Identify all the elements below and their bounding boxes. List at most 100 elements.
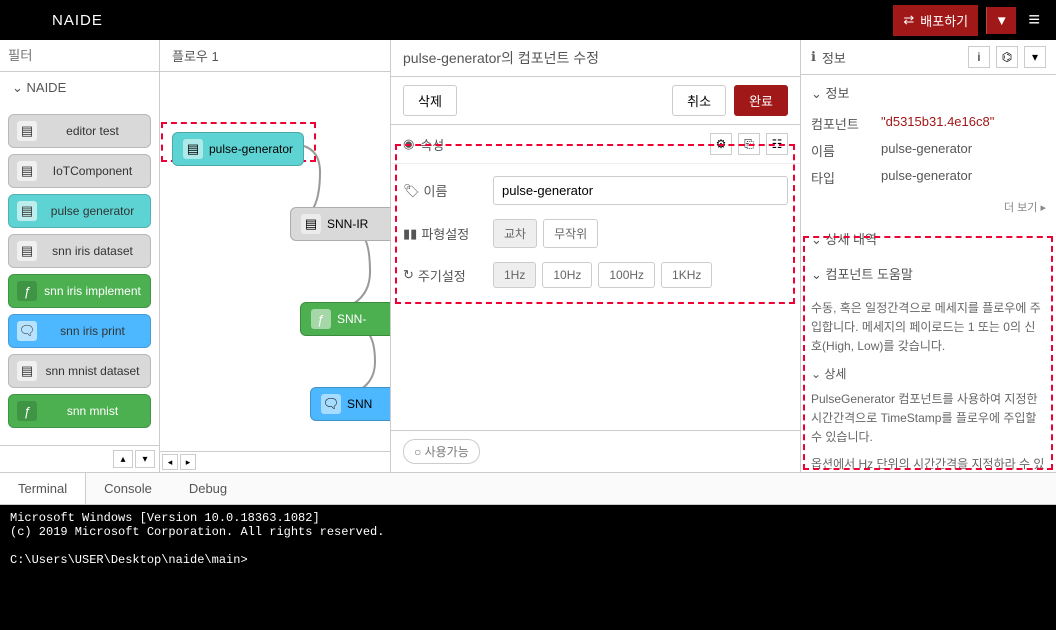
editor-section-header: ◉ 속성 ⚙ ⎘ ☷ [391, 125, 800, 164]
fx-icon: ƒ [17, 401, 37, 421]
info-header: ℹ 정보 i ⌬ ▾ [801, 40, 1056, 75]
help-p1: 수동, 혹은 일정간격으로 메세지를 플로우에 주입합니다. 메세지의 페이로드… [811, 299, 1046, 357]
info-section-info[interactable]: 정보 [801, 75, 1056, 110]
deploy-dropdown[interactable]: ▼ [986, 7, 1016, 34]
palette-node[interactable]: ƒsnn iris implement [8, 274, 151, 308]
info-key: 타입 [811, 168, 881, 187]
canvas-tab[interactable]: 플로우 1 [160, 40, 390, 72]
node-label: snn iris implement [43, 284, 142, 298]
doc-icon: ▤ [301, 214, 321, 234]
palette-node[interactable]: ▤ IoTComponent [8, 154, 151, 188]
doc-icon: ▤ [17, 201, 37, 221]
info-key: 이름 [811, 141, 881, 160]
terminal-tab[interactable]: Debug [171, 473, 246, 504]
filter-box [0, 40, 159, 72]
info-section-help[interactable]: 컴포넌트 도움말 [801, 256, 1056, 291]
palette-category[interactable]: NAIDE [0, 72, 159, 104]
terminal-tab[interactable]: Console [86, 473, 171, 504]
gear-icon[interactable]: ⚙ [710, 133, 732, 155]
node-label: editor test [43, 124, 142, 138]
topbar: NAIDE ⇄ 배포하기 ▼ ≡ [0, 0, 1056, 40]
wave-row: ▮▮파형설정 교차무작위 [403, 219, 788, 248]
bullseye-icon: ◉ [403, 136, 414, 152]
info-chevron-button[interactable]: ▾ [1024, 46, 1046, 68]
flow-canvas: 플로우 1 ▤pulse-generator▤SNN-IRƒSNN-🗨SNN ◂… [160, 40, 391, 472]
help-subtitle: ⌄ 상세 [811, 365, 1046, 384]
info-table: 컴포넌트"d5315b31.4e16c8"이름pulse-generator타입… [801, 110, 1056, 199]
node-label: snn iris dataset [43, 244, 142, 258]
freq-option-button[interactable]: 10Hz [542, 262, 592, 288]
palette-up-button[interactable]: ▴ [113, 450, 133, 468]
deploy-button[interactable]: ⇄ 배포하기 [893, 5, 978, 36]
freq-option-button[interactable]: 1Hz [493, 262, 536, 288]
name-label: 🏷이름 [403, 181, 483, 200]
canvas-nav-left[interactable]: ◂ [162, 454, 178, 470]
editor-title: pulse-generator의 컴포넌트 수정 [391, 40, 800, 77]
palette-node[interactable]: ▤ pulse generator [8, 194, 151, 228]
doc-icon: ▤ [17, 161, 37, 181]
freq-option-button[interactable]: 100Hz [598, 262, 655, 288]
info-val: pulse-generator [881, 141, 1046, 160]
palette-node[interactable]: ƒ snn mnist [8, 394, 151, 428]
main-area: NAIDE ▤editor test▤IoTComponent▤pulse ge… [0, 40, 1056, 472]
palette-node[interactable]: 🗨snn iris print [8, 314, 151, 348]
palette-footer: ▴ ▾ [0, 445, 159, 472]
info-row: 이름pulse-generator [811, 137, 1046, 164]
info-i-button[interactable]: i [968, 46, 990, 68]
info-row: 타입pulse-generator [811, 164, 1046, 191]
tag-icon: 🏷 [403, 183, 420, 199]
freq-option-button[interactable]: 1KHz [661, 262, 712, 288]
info-bug-button[interactable]: ⌬ [996, 46, 1018, 68]
node-label: pulse generator [43, 204, 142, 218]
info-section-detail[interactable]: 상세 내역 [801, 221, 1056, 256]
help-body: 수동, 혹은 일정간격으로 메세지를 플로우에 주입합니다. 메세지의 페이로드… [801, 291, 1056, 472]
wave-option-button[interactable]: 교차 [493, 219, 537, 248]
node-label: snn mnist [43, 404, 142, 418]
delete-button[interactable]: 삭제 [403, 85, 457, 116]
canvas-workspace[interactable]: ▤pulse-generator▤SNN-IRƒSNN-🗨SNN [160, 72, 390, 451]
node-label: IoTComponent [43, 164, 142, 178]
palette-node[interactable]: ▤editor test [8, 114, 151, 148]
name-input[interactable] [493, 176, 788, 205]
palette-node[interactable]: ▤snn iris dataset [8, 234, 151, 268]
canvas-nav-right[interactable]: ▸ [180, 454, 196, 470]
bars-icon: ▮▮ [403, 226, 417, 242]
palette-sidebar: NAIDE ▤editor test ▤ IoTComponent ▤ pulse ge… [0, 40, 160, 472]
palette-down-button[interactable]: ▾ [135, 450, 155, 468]
flow-node-label: pulse-generator [209, 142, 293, 156]
refresh-icon: ↻ [403, 267, 414, 283]
editor-footer: ○ 사용가능 [391, 430, 800, 472]
canvas-footer: ◂ ▸ [160, 451, 390, 472]
flow-node[interactable]: ▤SNN-IR [290, 207, 390, 241]
help-p3: 옵션에서 Hz 단위의 시간간격을 지정하라 수 있습니다. [811, 455, 1046, 472]
wave-option-button[interactable]: 무작위 [543, 219, 598, 248]
terminal-body[interactable]: Microsoft Windows [Version 10.0.18363.10… [0, 505, 1056, 630]
terminal-tab[interactable]: Terminal [0, 473, 86, 504]
deploy-icon: ⇄ [903, 12, 914, 28]
wave-label: ▮▮파형설정 [403, 224, 483, 243]
topbar-actions: ⇄ 배포하기 ▼ ≡ [893, 5, 1044, 36]
palette-node[interactable]: ▤snn mnist dataset [8, 354, 151, 388]
info-row: 컴포넌트"d5315b31.4e16c8" [811, 110, 1046, 137]
editor-panel: pulse-generator의 컴포넌트 수정 삭제 취소 완료 ◉ 속성 ⚙… [391, 40, 801, 472]
node-label: snn mnist dataset [43, 364, 142, 378]
flow-node[interactable]: ▤pulse-generator [172, 132, 304, 166]
section-title: 속성 [420, 135, 444, 154]
cancel-button[interactable]: 취소 [672, 85, 726, 116]
info-val: pulse-generator [881, 168, 1046, 187]
terminal-tabs: TerminalConsoleDebug [0, 473, 1056, 505]
filter-input[interactable] [4, 44, 155, 67]
hamburger-icon[interactable]: ≡ [1024, 9, 1044, 32]
doc-icon[interactable]: ⎘ [738, 133, 760, 155]
freq-button-group: 1Hz10Hz100Hz1KHz [493, 262, 712, 288]
flow-node-label: SNN [347, 397, 372, 411]
flow-node[interactable]: 🗨SNN [310, 387, 390, 421]
more-link[interactable]: 더 보기 ▸ [801, 199, 1056, 221]
list-icon[interactable]: ☷ [766, 133, 788, 155]
flow-node[interactable]: ƒSNN- [300, 302, 390, 336]
info-panel: ℹ 정보 i ⌬ ▾ 정보 컴포넌트"d5315b31.4e16c8"이름pul… [801, 40, 1056, 472]
freq-label: ↻주기설정 [403, 266, 483, 285]
done-button[interactable]: 완료 [734, 85, 788, 116]
status-badge: ○ 사용가능 [403, 439, 480, 464]
wave-button-group: 교차무작위 [493, 219, 598, 248]
